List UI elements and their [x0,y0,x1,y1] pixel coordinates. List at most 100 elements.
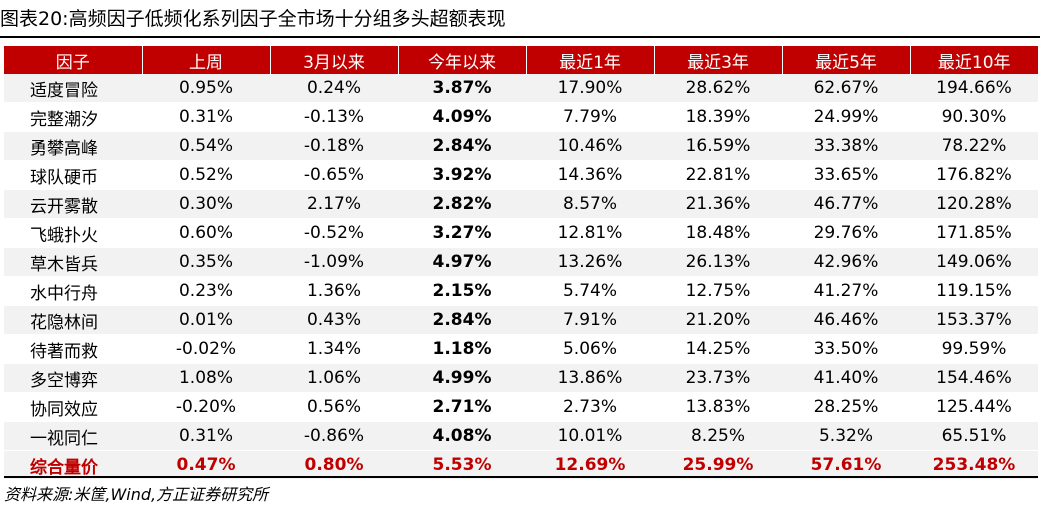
cell-ytd: 2.71% [398,392,526,422]
cell-1y: 7.79% [526,102,654,132]
cell-last-week: 0.01% [142,305,270,335]
header-5y: 最近5年 [782,46,911,74]
table-total-row: 综合量价 0.47% 0.80% 5.53% 12.69% 25.99% 57.61% 253… [4,450,1038,480]
cell-10y: 194.66% [910,74,1038,103]
cell-ytd: 4.97% [398,247,526,277]
cell-since-march: -0.86% [270,421,398,451]
header-3y: 最近3年 [654,46,783,74]
cell-since-march: 0.43% [270,305,398,335]
cell-5y: 46.77% [782,189,910,219]
cell-3y: 18.39% [654,102,782,132]
header-1y: 最近1年 [526,46,655,74]
cell-5y: 57.61% [782,450,910,480]
cell-3y: 13.83% [654,392,782,422]
cell-1y: 17.90% [526,74,654,103]
cell-3y: 21.20% [654,305,782,335]
cell-5y: 33.65% [782,160,910,190]
cell-last-week: 0.31% [142,102,270,132]
cell-ytd: 2.82% [398,189,526,219]
cell-last-week: 1.08% [142,363,270,393]
cell-last-week: -0.20% [142,392,270,422]
cell-3y: 22.81% [654,160,782,190]
cell-factor-name: 协同效应 [4,392,142,422]
cell-since-march: -0.18% [270,131,398,161]
table-row: 协同效应 -0.20% 0.56% 2.71% 2.73% 13.83% 28.25% 125… [4,392,1038,422]
cell-10y: 120.28% [910,189,1038,219]
table-row: 一视同仁 0.31% -0.86% 4.08% 10.01% 8.25% 5.32% 65.5… [4,421,1038,451]
cell-3y: 26.13% [654,247,782,277]
cell-ytd: 1.18% [398,334,526,364]
table-row: 适度冒险 0.95% 0.24% 3.87% 17.90% 28.62% 62.67% 194… [4,74,1038,103]
cell-factor-name: 球队硬币 [4,160,142,190]
cell-last-week: 0.95% [142,74,270,103]
cell-since-march: -0.52% [270,218,398,248]
cell-3y: 14.25% [654,334,782,364]
cell-1y: 5.74% [526,276,654,306]
chart-title: 图表20:高频因子低频化系列因子全市场十分组多头超额表现 [0,8,506,30]
cell-factor-name: 勇攀高峰 [4,131,142,161]
cell-1y: 13.26% [526,247,654,277]
cell-ytd: 2.15% [398,276,526,306]
cell-10y: 99.59% [910,334,1038,364]
cell-last-week: 0.60% [142,218,270,248]
cell-ytd: 4.09% [398,102,526,132]
table-row: 球队硬币 0.52% -0.65% 3.92% 14.36% 22.81% 33.65% 17… [4,160,1038,190]
cell-since-march: 1.34% [270,334,398,364]
cell-factor-name: 一视同仁 [4,421,142,451]
cell-last-week: 0.30% [142,189,270,219]
cell-3y: 18.48% [654,218,782,248]
cell-10y: 149.06% [910,247,1038,277]
cell-5y: 33.50% [782,334,910,364]
source-note: 资料来源:米筐,Wind,方正证券研究所 [4,485,269,504]
cell-ytd: 5.53% [398,450,526,480]
cell-1y: 12.81% [526,218,654,248]
cell-10y: 119.15% [910,276,1038,306]
cell-1y: 8.57% [526,189,654,219]
table-row: 水中行舟 0.23% 1.36% 2.15% 5.74% 12.75% 41.27% 119.… [4,276,1038,306]
cell-since-march: 0.56% [270,392,398,422]
table-row: 多空博弈 1.08% 1.06% 4.99% 13.86% 23.73% 41.40% 154… [4,363,1038,393]
cell-factor-name: 飞蛾扑火 [4,218,142,248]
cell-5y: 5.32% [782,421,910,451]
cell-5y: 62.67% [782,74,910,103]
cell-ytd: 3.92% [398,160,526,190]
cell-last-week: 0.52% [142,160,270,190]
cell-1y: 14.36% [526,160,654,190]
table-row: 待著而救 -0.02% 1.34% 1.18% 5.06% 14.25% 33.50% 99.… [4,334,1038,364]
table-row: 飞蛾扑火 0.60% -0.52% 3.27% 12.81% 18.48% 29.76% 17… [4,218,1038,248]
cell-5y: 24.99% [782,102,910,132]
cell-last-week: -0.02% [142,334,270,364]
cell-5y: 33.38% [782,131,910,161]
cell-10y: 176.82% [910,160,1038,190]
cell-factor-name: 水中行舟 [4,276,142,306]
cell-since-march: -0.65% [270,160,398,190]
cell-1y: 2.73% [526,392,654,422]
table-row: 云开雾散 0.30% 2.17% 2.82% 8.57% 21.36% 46.77% 120.… [4,189,1038,219]
cell-5y: 28.25% [782,392,910,422]
header-last-week: 上周 [142,46,271,74]
cell-last-week: 0.54% [142,131,270,161]
cell-3y: 25.99% [654,450,782,480]
cell-ytd: 4.99% [398,363,526,393]
bottom-rule [4,476,1038,478]
header-factor: 因子 [4,46,143,74]
cell-ytd: 2.84% [398,131,526,161]
cell-1y: 5.06% [526,334,654,364]
cell-5y: 42.96% [782,247,910,277]
cell-since-march: 0.80% [270,450,398,480]
cell-3y: 8.25% [654,421,782,451]
cell-10y: 253.48% [910,450,1038,480]
header-since-march: 3月以来 [270,46,399,74]
cell-factor-name: 多空博弈 [4,363,142,393]
cell-ytd: 3.87% [398,74,526,103]
cell-factor-name: 草木皆兵 [4,247,142,277]
cell-since-march: -0.13% [270,102,398,132]
table-row: 勇攀高峰 0.54% -0.18% 2.84% 10.46% 16.59% 33.38% 78… [4,131,1038,161]
cell-since-march: 2.17% [270,189,398,219]
cell-5y: 41.40% [782,363,910,393]
cell-factor-name: 云开雾散 [4,189,142,219]
cell-10y: 154.46% [910,363,1038,393]
header-10y: 最近10年 [910,46,1038,74]
cell-1y: 13.86% [526,363,654,393]
table-row: 草木皆兵 0.35% -1.09% 4.97% 13.26% 26.13% 42.96% 14… [4,247,1038,277]
